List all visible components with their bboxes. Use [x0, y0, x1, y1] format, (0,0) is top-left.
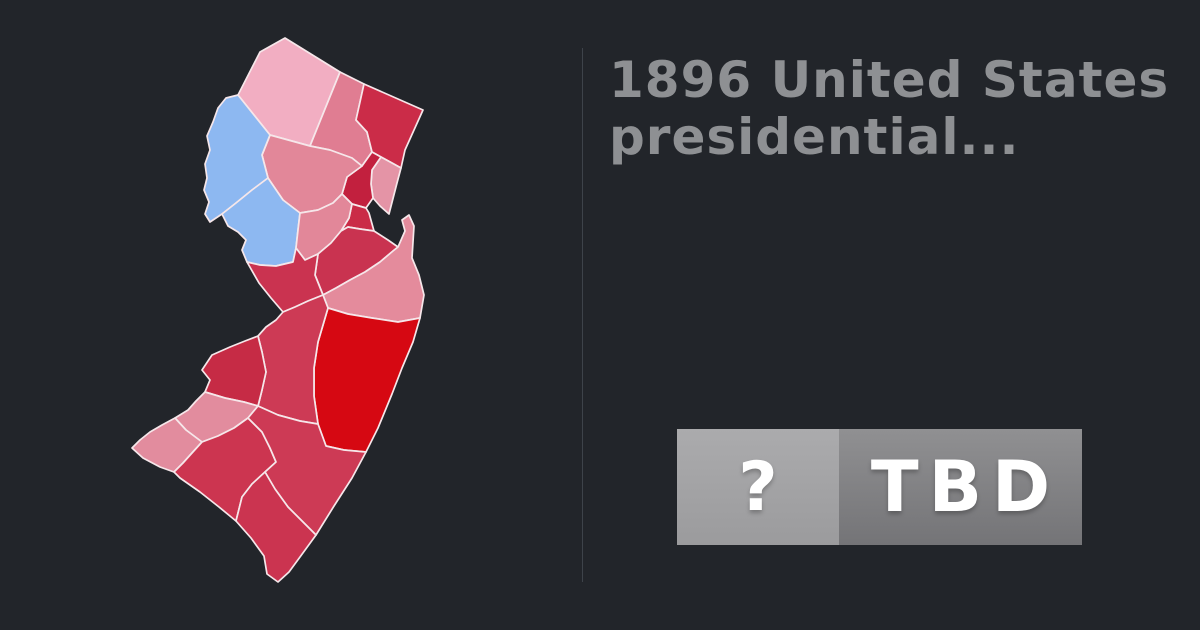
county-capemay [235, 471, 317, 583]
question-box: ? [677, 429, 839, 545]
page-title-line1: 1896 United States [609, 51, 1170, 109]
tbd-box: TBD [839, 429, 1082, 545]
page-title: 1896 United States presidential... [609, 52, 1200, 166]
county-shapes [131, 37, 425, 583]
vertical-divider [582, 48, 583, 582]
page-title-line2: presidential... [609, 108, 1020, 166]
result-badge: ? TBD [677, 429, 1082, 545]
question-mark-icon: ? [738, 447, 778, 527]
county-ocean [313, 307, 421, 453]
tbd-label: TBD [870, 446, 1061, 528]
